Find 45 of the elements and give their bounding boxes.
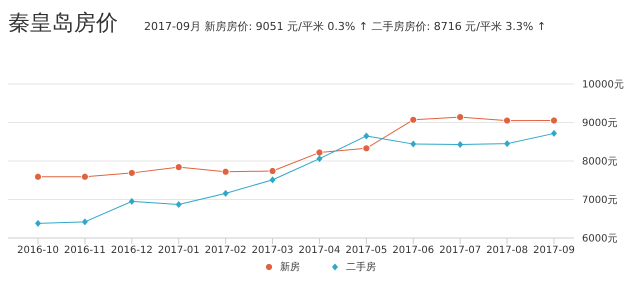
- point: [550, 116, 558, 124]
- legend-label: 二手房: [345, 260, 376, 274]
- point: [128, 198, 135, 205]
- point: [174, 163, 183, 172]
- x-tick-label: 2017-05: [345, 245, 388, 256]
- point: [35, 220, 41, 227]
- x-tick-label: 2017-01: [158, 245, 200, 256]
- point: [270, 176, 276, 184]
- point: [456, 113, 464, 122]
- point: [410, 140, 416, 148]
- point: [363, 132, 370, 140]
- point: [268, 167, 276, 175]
- y-tick-label: 8000元: [582, 156, 618, 168]
- x-tick-label: 2016-12: [110, 245, 153, 256]
- point: [409, 116, 418, 124]
- point: [316, 148, 324, 156]
- point: [176, 201, 182, 208]
- chart-subtitle: 2017-09月 新房房价: 9051 元/平米 0.3% ↑ 二手房房价: 8716 元/平米 3.3% ↑: [144, 19, 546, 34]
- point: [222, 168, 230, 176]
- x-tick-label: 2017-08: [486, 245, 528, 256]
- x-tick-label: 2016-11: [64, 245, 106, 256]
- y-tick-label: 6000元: [582, 234, 618, 245]
- y-tick-label: 7000元: [582, 195, 618, 206]
- point: [362, 144, 370, 152]
- x-tick-label: 2017-09: [533, 245, 575, 256]
- point: [551, 130, 557, 137]
- x-tick-label: 2017-07: [439, 245, 482, 256]
- x-tick-label: 2017-04: [298, 245, 340, 256]
- point: [82, 218, 88, 226]
- point: [34, 172, 42, 181]
- point: [457, 140, 464, 148]
- x-tick-label: 2017-02: [204, 245, 247, 256]
- point: [316, 155, 322, 162]
- point: [503, 116, 511, 124]
- point: [504, 140, 510, 148]
- point: [128, 169, 136, 177]
- point: [81, 172, 89, 181]
- legend-label: 新房: [279, 260, 300, 274]
- y-tick-label: 10000元: [582, 80, 624, 91]
- x-tick-label: 2016-10: [17, 245, 59, 256]
- x-tick-label: 2017-06: [392, 245, 434, 256]
- chart-title: 秦皇岛房价: [8, 10, 118, 38]
- x-tick-label: 2017-03: [252, 245, 294, 256]
- point: [222, 190, 229, 197]
- y-tick-label: 9000元: [582, 118, 618, 130]
